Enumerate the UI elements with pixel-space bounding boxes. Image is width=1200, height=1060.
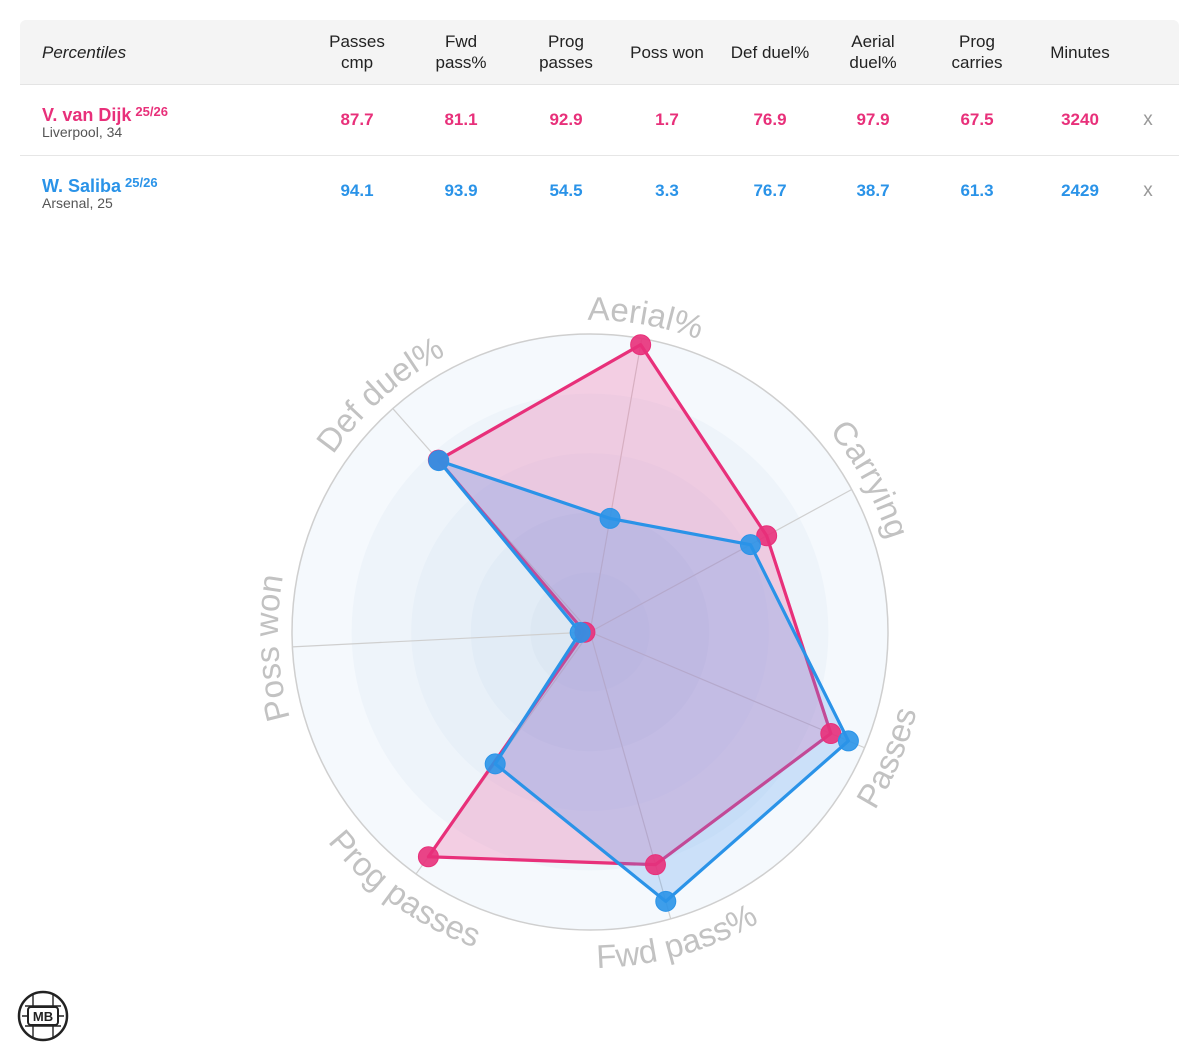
header-prog-passes[interactable]: Prog passes bbox=[539, 32, 593, 72]
value-passes-cmp: 94.1 bbox=[340, 181, 374, 200]
data-point bbox=[644, 854, 666, 876]
data-point bbox=[417, 846, 439, 868]
value-def-duel: 76.7 bbox=[753, 181, 787, 200]
data-point bbox=[820, 723, 842, 745]
data-point bbox=[837, 730, 859, 752]
data-point bbox=[428, 450, 450, 472]
mb-logo: MB bbox=[17, 990, 69, 1042]
header-prog-carries[interactable]: Prog carries bbox=[951, 32, 1003, 72]
radar-spoke bbox=[589, 338, 643, 633]
radar-spoke bbox=[589, 488, 852, 633]
header-minutes[interactable]: Minutes bbox=[1050, 42, 1110, 62]
value-prog-passes: 54.5 bbox=[549, 181, 583, 200]
header-fwd-pass[interactable]: Fwd pass% bbox=[435, 32, 487, 72]
player-club-age: Liverpool, 34 bbox=[42, 124, 123, 140]
data-point bbox=[630, 334, 652, 356]
header-poss-won[interactable]: Poss won bbox=[630, 42, 704, 62]
value-prog-carries: 61.3 bbox=[960, 181, 994, 200]
player-club-age: Arsenal, 25 bbox=[42, 195, 113, 211]
player-name[interactable]: V. van Dijk 25/26 bbox=[42, 104, 168, 126]
value-def-duel: 76.9 bbox=[753, 110, 787, 129]
value-aerial-duel: 97.9 bbox=[856, 110, 890, 129]
header-aerial-duel[interactable]: Aerial duel% bbox=[849, 32, 897, 72]
value-fwd-pass: 93.9 bbox=[444, 181, 478, 200]
series-area bbox=[437, 459, 850, 903]
value-fwd-pass: 81.1 bbox=[444, 110, 478, 129]
data-point bbox=[599, 507, 621, 529]
value-minutes: 3240 bbox=[1061, 110, 1099, 129]
radar-spoke bbox=[589, 631, 865, 749]
value-poss-won: 3.3 bbox=[655, 181, 679, 200]
header-percentiles: Percentiles bbox=[42, 42, 127, 62]
remove-player-button[interactable]: x bbox=[1143, 109, 1153, 130]
player-season: 25/26 bbox=[125, 175, 158, 190]
axis-label: Poss won bbox=[248, 572, 297, 726]
table-header: Percentiles Passes cmp Fwd pass% Prog pa… bbox=[20, 20, 1179, 85]
data-point bbox=[739, 534, 761, 556]
table-row: V. van Dijk 25/26 Liverpool, 34 87.7 81.1… bbox=[20, 85, 1179, 156]
data-point bbox=[655, 890, 677, 912]
player-name[interactable]: W. Saliba 25/26 bbox=[42, 175, 158, 197]
value-passes-cmp: 87.7 bbox=[340, 110, 374, 129]
data-point bbox=[484, 753, 506, 775]
value-prog-passes: 92.9 bbox=[549, 110, 583, 129]
player-name-text[interactable]: V. van Dijk bbox=[42, 105, 132, 125]
player-season: 25/26 bbox=[135, 104, 168, 119]
value-aerial-duel: 38.7 bbox=[856, 181, 890, 200]
data-point bbox=[569, 621, 591, 643]
header-passes-cmp[interactable]: Passes cmp bbox=[329, 32, 385, 72]
value-prog-carries: 67.5 bbox=[960, 110, 994, 129]
radar-spoke bbox=[292, 631, 591, 648]
logo-text: MB bbox=[33, 1009, 53, 1024]
remove-player-button[interactable]: x bbox=[1143, 180, 1153, 201]
value-minutes: 2429 bbox=[1061, 181, 1099, 200]
header-def-duel[interactable]: Def duel% bbox=[730, 42, 810, 62]
percentiles-table: Percentiles Passes cmp Fwd pass% Prog pa… bbox=[20, 20, 1179, 226]
axis-label-text: Poss won bbox=[248, 572, 297, 726]
player-name-text[interactable]: W. Saliba bbox=[42, 176, 122, 196]
data-point bbox=[756, 525, 778, 547]
value-poss-won: 1.7 bbox=[655, 110, 679, 129]
table-row: W. Saliba 25/26 Arsenal, 25 94.1 93.9 54.… bbox=[20, 156, 1179, 226]
